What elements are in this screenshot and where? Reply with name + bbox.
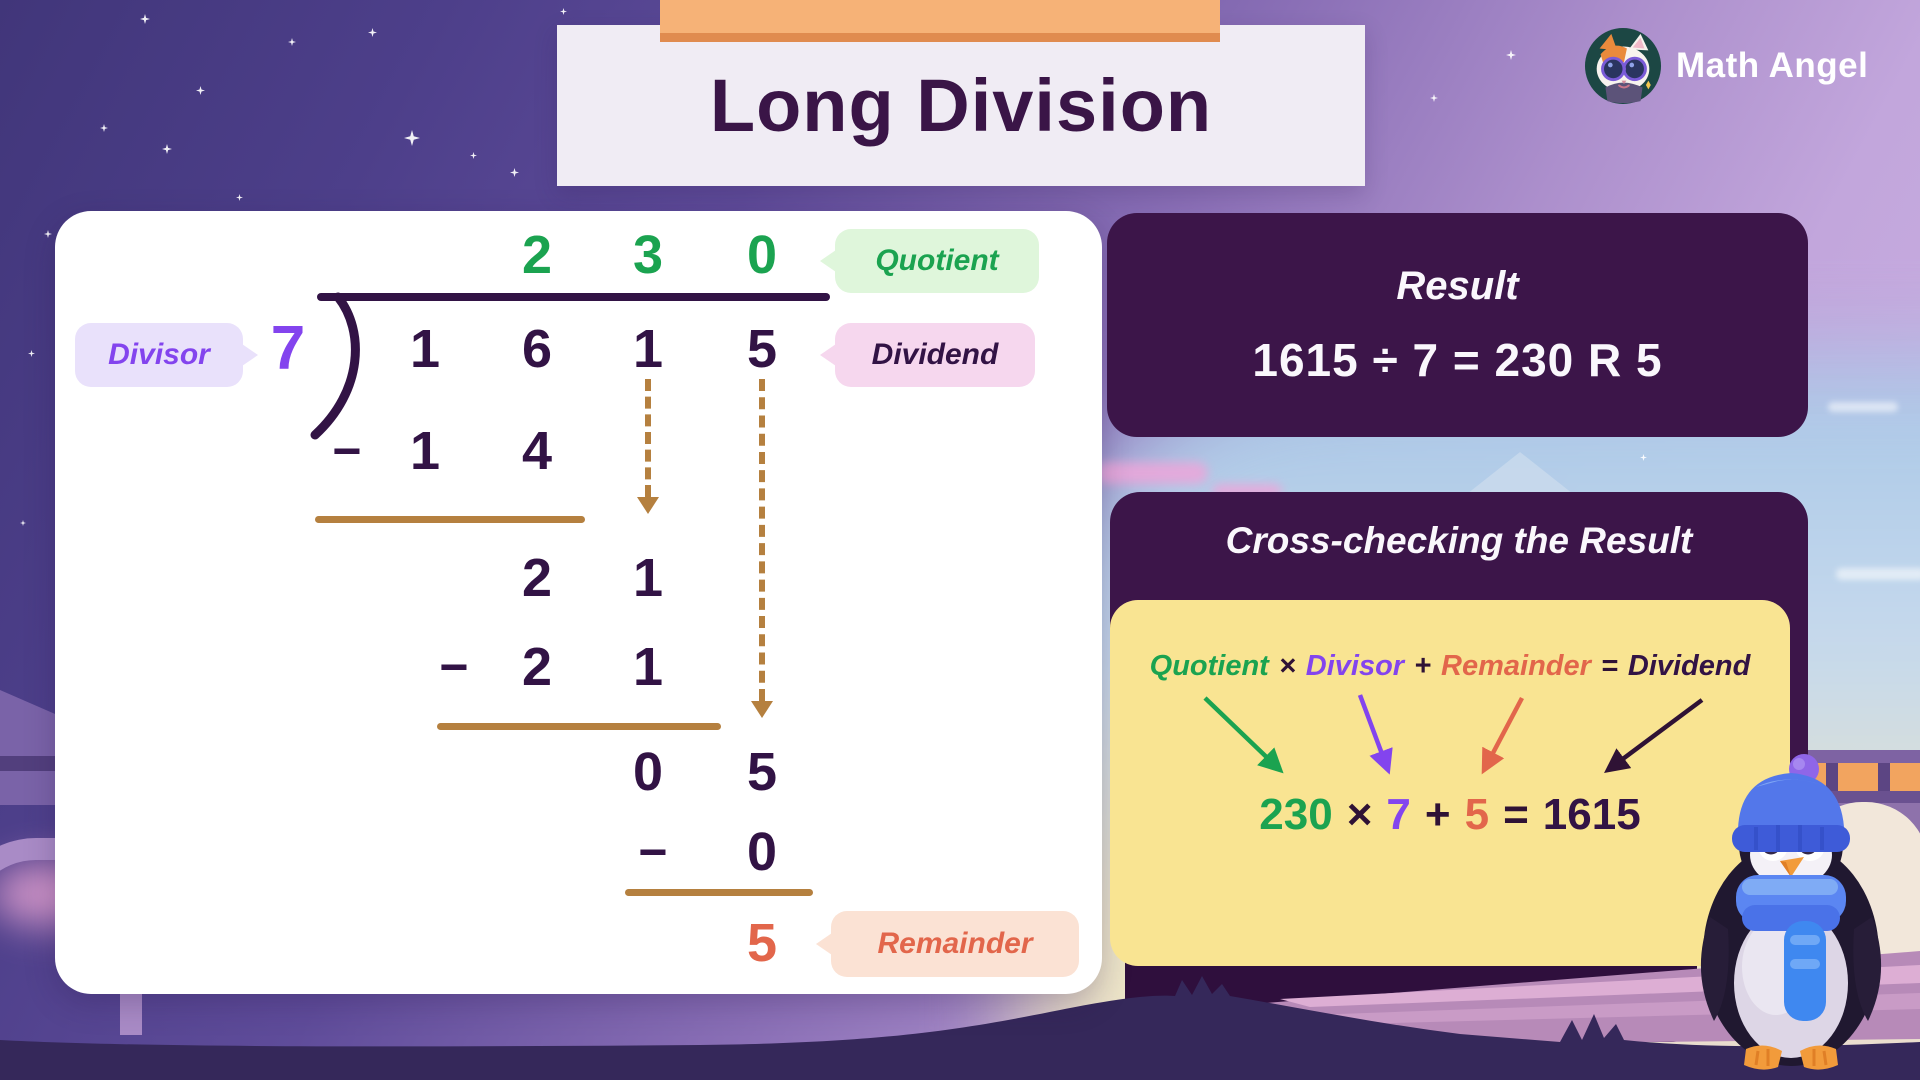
dividend-digit: 1	[632, 319, 664, 379]
cloud-streak	[1836, 568, 1920, 580]
equation-token: 7	[1386, 790, 1411, 839]
star-icon	[162, 144, 172, 154]
equation-token: Divisor	[1305, 650, 1405, 682]
crosscheck-equation: 230 × 7 +5 = 1615	[1110, 790, 1790, 840]
quotient-digit: 2	[521, 225, 553, 285]
equation-token: 1615	[1542, 790, 1641, 839]
star-icon	[510, 168, 519, 177]
star-icon	[368, 28, 377, 37]
step-digit: 1	[632, 637, 664, 697]
penguin-mascot	[1700, 754, 1882, 1070]
step-digit: 0	[632, 742, 664, 802]
dividend-digit: 5	[746, 319, 778, 379]
dividend-digit: 6	[521, 319, 553, 379]
equation-token: +	[1414, 650, 1432, 682]
subtraction-line	[625, 889, 813, 896]
divisor-digit: 7	[270, 314, 306, 383]
divisor-label-text: Divisor	[108, 338, 210, 371]
cloud-streak	[1828, 402, 1898, 412]
equation-token: 230	[1259, 790, 1333, 839]
remainder-digit: 5	[746, 913, 778, 973]
long-division-card: 2 3 0 7 1 6 1 5 − 1 4 2 1 − 2 1 0 5 − 0 …	[55, 211, 1102, 994]
star-icon	[20, 520, 26, 526]
equation-token: =	[1600, 650, 1618, 682]
dividend-label: Dividend	[835, 323, 1035, 387]
ground	[0, 976, 1920, 1080]
equation-token: Quotient	[1149, 650, 1269, 682]
crosscheck-formula: Quotient × Divisor + Remainder = Dividend	[1110, 650, 1790, 683]
subtraction-line	[315, 516, 585, 523]
bridge-railing	[1786, 750, 1920, 763]
step-digit: 2	[521, 637, 553, 697]
title-banner: Long Division	[557, 25, 1365, 186]
star-icon	[140, 14, 150, 24]
step-digit: 1	[632, 548, 664, 608]
brand-name: Math Angel	[1676, 46, 1869, 85]
quotient-label-text: Quotient	[875, 244, 999, 277]
step-digit: 2	[521, 548, 553, 608]
mapping-arrows-icon	[1203, 694, 1704, 775]
equation-token: =	[1503, 790, 1529, 839]
dividend-label-text: Dividend	[871, 338, 999, 371]
subtraction-line	[437, 723, 721, 730]
star-icon	[288, 38, 296, 46]
pink-cloud	[1096, 462, 1208, 484]
equation-token: ×	[1346, 790, 1373, 839]
equation-token: Dividend	[1627, 650, 1751, 682]
crosscheck-heading: Cross-checking the Result	[1225, 520, 1693, 561]
step-digit: 5	[746, 742, 778, 802]
result-panel: Result 1615 ÷ 7 = 230 R 5	[1107, 213, 1808, 437]
division-bracket	[310, 292, 360, 440]
star-icon	[1430, 94, 1438, 102]
bring-down-arrow-icon	[637, 379, 659, 514]
math-angel-avatar-icon	[1584, 27, 1662, 105]
star-icon	[470, 152, 477, 159]
division-bar	[317, 293, 830, 301]
minus-sign: −	[332, 423, 362, 479]
star-icon	[44, 230, 52, 238]
remainder-label-text: Remainder	[877, 927, 1033, 960]
step-digit: 0	[746, 822, 778, 882]
result-heading: Result	[1396, 263, 1519, 308]
crosscheck-card: Quotient × Divisor + Remainder = Dividend 230 ×…	[1110, 600, 1790, 966]
star-icon	[1506, 50, 1516, 60]
quotient-label: Quotient	[835, 229, 1039, 293]
equation-token: 5	[1464, 790, 1490, 839]
title-tab	[660, 0, 1220, 42]
star-icon	[100, 124, 108, 132]
quotient-digit: 3	[632, 225, 664, 285]
result-equation: 1615 ÷ 7 = 230 R 5	[1252, 333, 1663, 386]
star-icon	[28, 350, 35, 357]
star-icon	[196, 86, 205, 95]
bring-down-arrow-icon	[751, 379, 773, 718]
divisor-label: Divisor	[75, 323, 243, 387]
dividend-digit: 1	[409, 319, 441, 379]
minus-sign: −	[439, 639, 469, 695]
minus-sign: −	[638, 824, 668, 880]
equation-token: Remainder	[1441, 650, 1591, 682]
equation-token: +	[1424, 790, 1451, 839]
brand-logo: Math Angel	[1584, 24, 1904, 108]
step-digit: 4	[521, 421, 553, 481]
page-title: Long Division	[709, 64, 1213, 147]
star-icon	[560, 8, 567, 15]
remainder-label: Remainder	[831, 911, 1079, 977]
step-digit: 1	[409, 421, 441, 481]
quotient-digit: 0	[746, 225, 778, 285]
equation-token: ×	[1278, 650, 1296, 682]
star-icon	[236, 194, 243, 201]
star-icon	[1640, 454, 1647, 461]
